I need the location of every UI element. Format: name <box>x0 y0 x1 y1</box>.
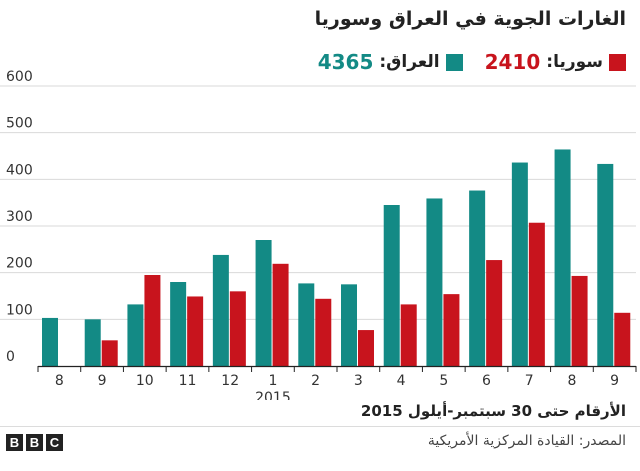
bar-syria <box>187 296 204 366</box>
y-tick-label: 0 <box>6 349 15 365</box>
source-credit: المصدر: القيادة المركزية الأمريكية <box>427 433 626 449</box>
bar-syria <box>528 222 545 366</box>
bar-iraq <box>298 283 315 366</box>
bbc-logo-letter: B <box>6 434 23 451</box>
bar-iraq <box>426 198 443 366</box>
chart-title: الغارات الجوية في العراق وسوريا <box>314 8 626 30</box>
bar-syria <box>144 275 161 366</box>
data-note: الأرقام حتى 30 سبتمبر-أيلول 2015 <box>360 402 626 420</box>
y-tick-label: 300 <box>6 209 33 225</box>
bar-iraq <box>42 317 58 366</box>
x-year-label: 2015 <box>255 390 291 400</box>
bars <box>42 149 631 366</box>
x-tick-label: 9 <box>610 373 619 389</box>
bar-iraq <box>511 162 528 366</box>
bar-iraq <box>469 190 486 366</box>
y-tick-label: 200 <box>6 256 33 272</box>
bar-syria <box>272 263 289 366</box>
legend-label-iraq: العراق: <box>379 52 440 72</box>
bar-syria <box>400 304 417 366</box>
x-tick-label: 7 <box>525 373 534 389</box>
bar-syria <box>486 260 503 366</box>
bar-syria <box>358 330 374 366</box>
bar-iraq <box>383 205 400 366</box>
bar-iraq <box>212 254 229 366</box>
y-tick-label: 400 <box>6 162 33 178</box>
bar-iraq <box>341 284 357 366</box>
x-tick-label: 8 <box>567 373 576 389</box>
y-tick-label: 600 <box>6 69 33 85</box>
footer-divider <box>0 426 640 427</box>
legend: سوريا: 2410 العراق: 4365 <box>296 50 626 74</box>
legend-label-syria: سوريا: <box>546 52 603 72</box>
bbc-logo-letter: C <box>46 434 63 451</box>
x-tick-label: 9 <box>98 373 107 389</box>
bar-syria <box>614 312 631 366</box>
x-tick-label: 6 <box>482 373 491 389</box>
x-tick-label: 4 <box>397 373 406 389</box>
x-tick-label: 8 <box>55 373 64 389</box>
x-tick-label: 1 <box>268 373 277 389</box>
legend-swatch-syria <box>609 53 626 71</box>
legend-swatch-iraq <box>445 53 463 71</box>
bar-syria <box>443 294 460 366</box>
bar-syria <box>315 298 332 366</box>
x-tick-label: 2 <box>311 373 320 389</box>
x-tick-label: 3 <box>354 373 363 389</box>
legend-total-syria: 2410 <box>484 50 541 74</box>
bar-iraq <box>170 282 187 366</box>
y-tick-label: 100 <box>6 302 33 318</box>
bar-syria <box>571 275 588 366</box>
x-tick-label: 5 <box>439 373 448 389</box>
y-tick-label: 500 <box>6 116 33 132</box>
bar-iraq <box>127 304 144 366</box>
x-tick-label: 11 <box>179 373 197 389</box>
bar-iraq <box>255 240 272 366</box>
bar-iraq <box>554 149 571 366</box>
legend-total-iraq: 4365 <box>317 50 374 74</box>
bbc-logo-letter: B <box>26 434 43 451</box>
bar-iraq <box>597 163 614 366</box>
x-tick-label: 12 <box>221 373 239 389</box>
bar-syria <box>229 291 246 366</box>
bar-iraq <box>84 319 101 366</box>
bar-syria <box>101 340 118 366</box>
x-tick-label: 10 <box>136 373 154 389</box>
bbc-logo: B B C <box>6 434 63 451</box>
